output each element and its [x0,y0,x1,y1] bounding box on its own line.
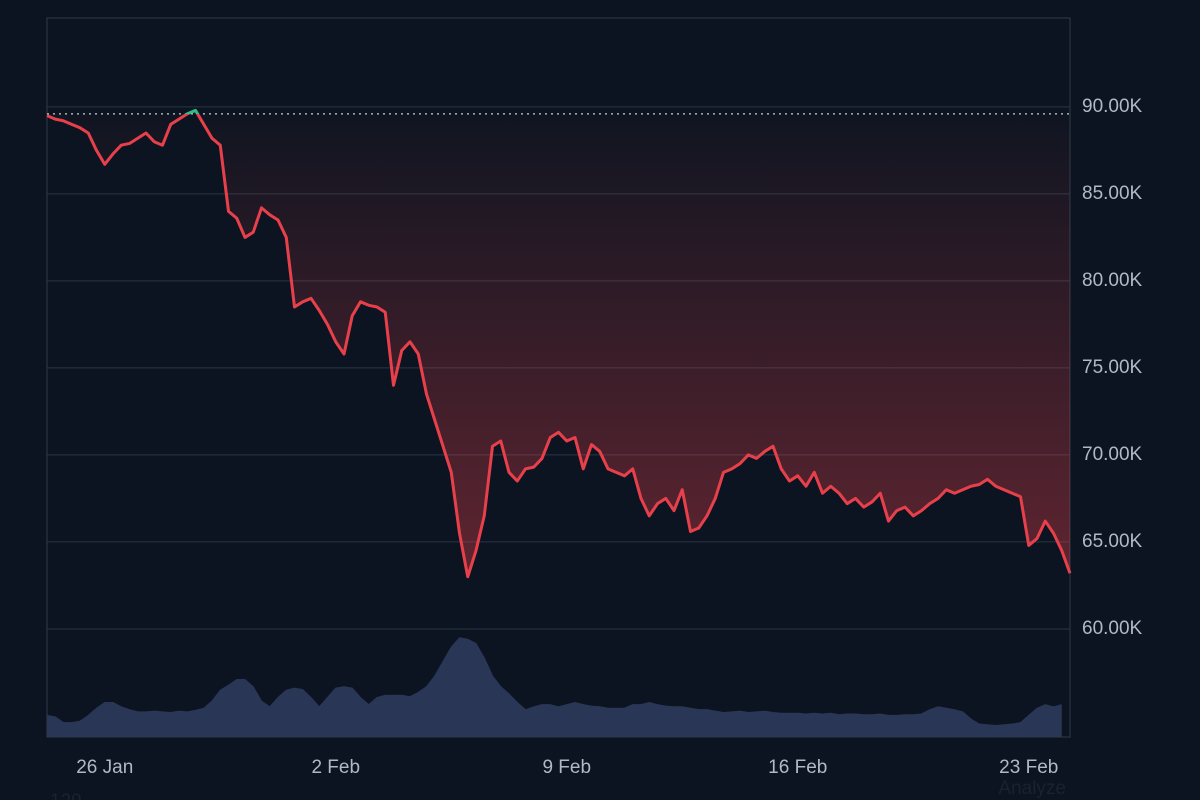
volume-line [46,637,1062,727]
x-tick-label: 26 Jan [76,757,133,778]
x-tick-label: 2 Feb [311,757,360,778]
y-tick-label: 90.00K [1082,96,1143,117]
marks-layer [46,108,1072,737]
volume-area [47,637,1062,737]
x-tick-label: 9 Feb [542,757,591,778]
y-tick-label: 75.00K [1082,357,1143,378]
y-tick-label: 70.00K [1082,444,1143,465]
y-tick-label: 85.00K [1082,183,1143,204]
footer-count: 129 [50,791,82,800]
price-line [46,108,1072,579]
labels-layer: 60.00K 65.00K 70.00K 75.00K 80.00K 85.00K 90.0… [50,96,1143,800]
x-tick-label: 23 Feb [999,757,1058,778]
y-tick-label: 60.00K [1082,618,1143,639]
analyze-button: Analyze [998,778,1066,799]
y-tick-label: 80.00K [1082,270,1143,291]
loss-fill [47,110,1070,577]
y-tick-label: 65.00K [1082,531,1143,552]
x-tick-label: 16 Feb [768,757,827,778]
